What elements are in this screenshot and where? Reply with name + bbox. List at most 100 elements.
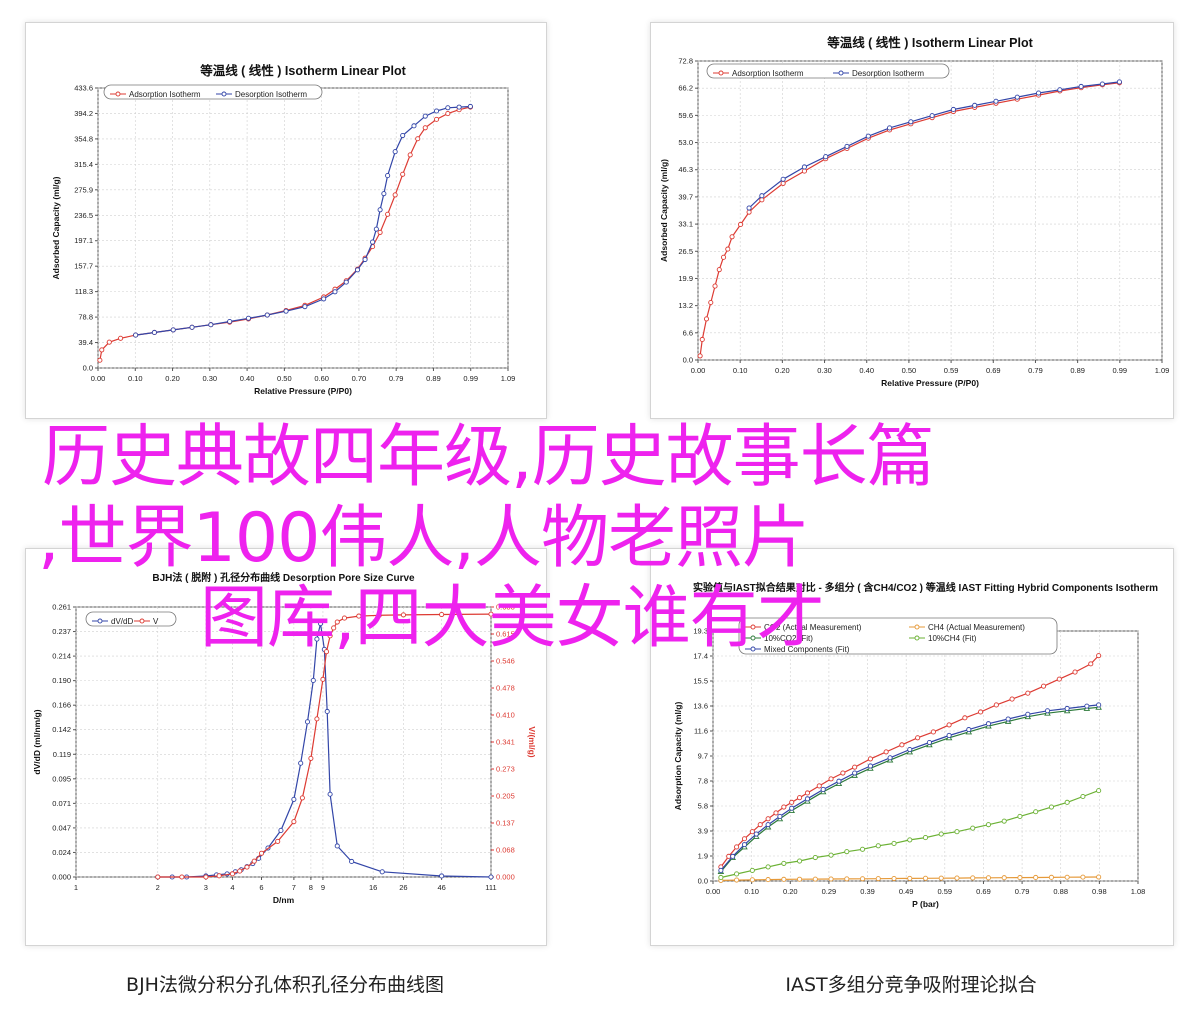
data-point <box>133 332 139 338</box>
data-point <box>237 868 243 874</box>
legend-marker <box>914 635 920 641</box>
data-point <box>245 315 252 321</box>
data-point <box>392 149 398 155</box>
data-point <box>907 837 913 843</box>
x-tick-label: 0.59 <box>938 887 953 896</box>
y-tick-label: 275.9 <box>74 185 93 194</box>
data-point <box>729 234 735 240</box>
data-point <box>780 176 786 182</box>
y-tick-label: 11.6 <box>694 727 708 736</box>
data-point <box>356 613 362 619</box>
data-point <box>812 876 818 882</box>
y-tick-label: 39.4 <box>78 338 93 347</box>
y-tick-label: 9.7 <box>698 752 708 761</box>
data-point <box>950 106 956 113</box>
y-tick-label: 26.5 <box>678 247 693 256</box>
data-point <box>343 279 349 285</box>
data-point <box>865 133 871 139</box>
x-tick-label: 0.00 <box>706 887 721 896</box>
series-line-1 <box>135 105 471 336</box>
data-point <box>1064 705 1070 712</box>
data-point <box>844 876 850 882</box>
data-point <box>777 813 783 819</box>
legend-marker <box>838 70 844 76</box>
x-tick-label: 0.89 <box>426 374 441 383</box>
data-point <box>1096 702 1102 708</box>
y-tick-label: 0.142 <box>52 725 71 734</box>
y-tick-label: 78.8 <box>78 313 93 322</box>
data-point <box>812 854 818 861</box>
y2-tick-label: 0.410 <box>496 711 515 720</box>
data-point <box>946 732 952 739</box>
y-tick-label: 0.095 <box>52 774 71 783</box>
data-point <box>376 612 382 618</box>
data-point <box>341 615 347 621</box>
data-point <box>106 339 112 345</box>
data-point <box>753 831 759 837</box>
x-tick-label: 0.00 <box>691 366 706 375</box>
data-point <box>985 822 992 828</box>
data-point <box>1096 874 1102 880</box>
data-point <box>891 840 897 846</box>
legend-marker <box>914 624 920 630</box>
data-point <box>908 119 914 125</box>
y2-tick-label: 0.341 <box>496 738 515 747</box>
data-point <box>887 125 893 131</box>
data-point <box>738 221 744 228</box>
data-point <box>151 329 157 336</box>
y-tick-label: 19.9 <box>678 274 693 283</box>
data-point <box>844 849 850 855</box>
data-point <box>317 621 324 627</box>
data-point <box>334 619 340 625</box>
data-point <box>926 739 932 746</box>
y-tick-label: 13.6 <box>693 702 708 711</box>
y-tick-label: 0.214 <box>52 652 71 661</box>
data-point <box>264 312 270 318</box>
data-point <box>820 786 826 793</box>
y2-tick-label: 0.000 <box>496 873 515 882</box>
data-point <box>765 864 771 870</box>
x-tick-label: 0.39 <box>860 887 875 896</box>
y-tick-label: 3.9 <box>698 827 708 836</box>
legend-label: Adsorption Isotherm <box>129 90 201 99</box>
data-point <box>216 873 222 879</box>
y-tick-label: 0.0 <box>683 356 693 365</box>
data-point <box>1044 708 1051 714</box>
y-tick-label: 7.8 <box>698 777 708 786</box>
data-point <box>922 835 929 841</box>
y-tick-label: 0.024 <box>52 848 71 857</box>
x-tick-label: 0.30 <box>817 366 832 375</box>
data-point <box>978 709 984 715</box>
x-tick-label: 0.79 <box>1028 366 1043 375</box>
chart-title: 等温线 ( 线性 ) Isotherm Linear Plot <box>826 35 1033 50</box>
data-point <box>712 283 718 289</box>
data-point <box>445 105 451 111</box>
caption-bjh: BJH法微分积分孔体积孔径分布曲线图 <box>126 974 444 996</box>
data-point <box>251 858 257 864</box>
y-tick-label: 6.6 <box>683 328 693 337</box>
data-point <box>208 322 214 328</box>
y-tick-label: 39.7 <box>678 192 693 201</box>
data-point <box>962 715 968 721</box>
overlay-title-line-2: ,世界100伟人,人物老照片 <box>38 499 810 578</box>
data-point <box>118 335 124 341</box>
y-tick-label: 5.8 <box>698 802 708 811</box>
data-point <box>797 876 803 882</box>
data-point <box>314 636 320 642</box>
y-tick-label: 0.119 <box>53 750 71 759</box>
x-tick-label: 8 <box>309 883 313 892</box>
data-point <box>1057 87 1063 93</box>
data-point <box>859 846 866 852</box>
y2-tick-label: 0.478 <box>496 684 515 693</box>
y-tick-label: 0.261 <box>52 603 71 612</box>
x-tick-label: 0.99 <box>463 374 478 383</box>
data-point <box>323 649 330 655</box>
data-point <box>1033 874 1039 881</box>
y-axis-label: Adsorption Capacity (ml/g) <box>673 702 683 811</box>
y-tick-label: 315.4 <box>74 160 93 169</box>
x-tick-label: 0.00 <box>91 374 106 383</box>
data-point <box>1048 804 1054 810</box>
data-point <box>304 719 311 725</box>
y-tick-label: 13.2 <box>678 301 693 310</box>
data-point <box>278 827 284 833</box>
